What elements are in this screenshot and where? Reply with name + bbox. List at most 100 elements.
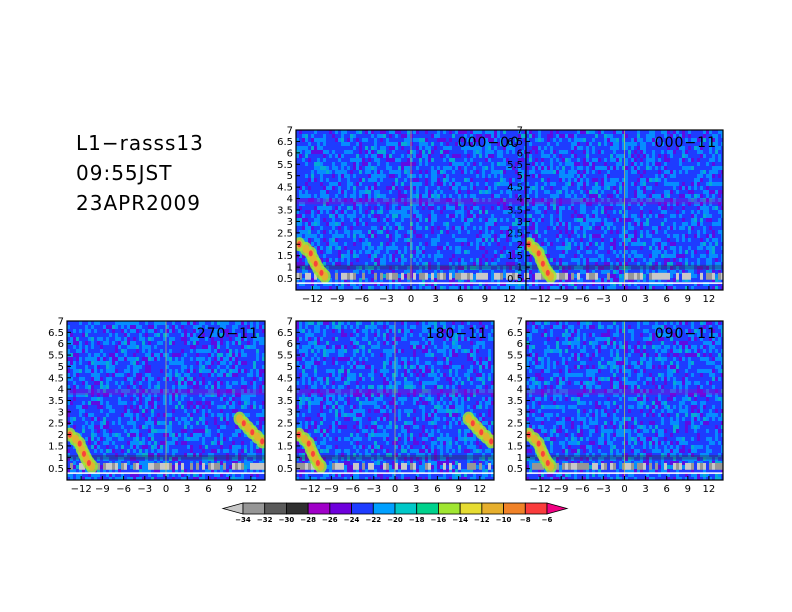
noise-cell	[562, 150, 565, 154]
noise-cell	[232, 389, 235, 393]
noise-cell	[401, 146, 404, 150]
noise-cell	[634, 230, 637, 234]
noise-cell	[568, 282, 571, 286]
noise-cell	[658, 170, 661, 174]
noise-cell	[85, 385, 88, 389]
noise-cell	[259, 413, 262, 417]
ground-clutter	[217, 462, 220, 470]
noise-cell	[374, 250, 377, 254]
noise-cell	[500, 282, 503, 286]
noise-cell	[529, 234, 532, 238]
noise-cell	[139, 377, 142, 381]
noise-cell	[374, 198, 377, 202]
noise-cell	[187, 381, 190, 385]
noise-cell	[374, 258, 377, 262]
noise-cell	[649, 282, 652, 286]
noise-cell	[196, 409, 199, 413]
noise-cell	[323, 142, 326, 146]
noise-cell	[631, 242, 634, 246]
noise-cell	[401, 198, 404, 202]
ground-clutter	[479, 272, 482, 280]
noise-cell	[658, 278, 661, 282]
noise-cell	[464, 286, 467, 290]
noise-cell	[431, 222, 434, 226]
noise-cell	[601, 222, 604, 226]
noise-cell	[187, 321, 190, 325]
noise-cell	[332, 321, 335, 325]
noise-cell	[652, 130, 655, 134]
noise-cell	[577, 170, 580, 174]
noise-cell	[488, 218, 491, 222]
noise-cell	[341, 365, 344, 369]
noise-cell	[79, 349, 82, 353]
noise-cell	[97, 321, 100, 325]
noise-cell	[100, 377, 103, 381]
noise-cell	[199, 473, 202, 477]
noise-cell	[568, 158, 571, 162]
noise-cell	[166, 469, 169, 473]
ground-clutter	[157, 462, 160, 470]
noise-cell	[643, 214, 646, 218]
heatmap-field	[296, 321, 494, 480]
noise-cell	[652, 278, 655, 282]
noise-cell	[344, 349, 347, 353]
noise-cell	[190, 413, 193, 417]
noise-cell	[476, 349, 479, 353]
noise-cell	[392, 329, 395, 333]
noise-cell	[703, 206, 706, 210]
noise-cell	[440, 182, 443, 186]
noise-cell	[148, 421, 151, 425]
noise-cell	[422, 365, 425, 369]
noise-cell	[485, 238, 488, 242]
noise-cell	[172, 341, 175, 345]
noise-cell	[434, 190, 437, 194]
noise-cell	[503, 226, 506, 230]
noise-cell	[362, 282, 365, 286]
noise-cell	[115, 361, 118, 365]
noise-cell	[308, 178, 311, 182]
noise-cell	[709, 262, 712, 266]
noise-cell	[532, 274, 535, 278]
noise-cell	[347, 250, 350, 254]
ground-clutter	[121, 462, 124, 470]
noise-cell	[371, 226, 374, 230]
noise-cell	[329, 214, 332, 218]
noise-cell	[299, 365, 302, 369]
noise-cell	[565, 270, 568, 274]
noise-cell	[416, 357, 419, 361]
noise-cell	[302, 329, 305, 333]
noise-cell	[416, 182, 419, 186]
noise-cell	[374, 345, 377, 349]
ground-clutter	[586, 272, 589, 280]
noise-cell	[305, 194, 308, 198]
noise-cell	[335, 278, 338, 282]
noise-cell	[571, 142, 574, 146]
noise-cell	[574, 146, 577, 150]
noise-cell	[697, 202, 700, 206]
noise-cell	[395, 266, 398, 270]
noise-cell	[238, 445, 241, 449]
noise-cell	[136, 369, 139, 373]
noise-cell	[217, 429, 220, 433]
noise-cell	[250, 473, 253, 477]
noise-cell	[145, 345, 148, 349]
noise-cell	[371, 218, 374, 222]
noise-cell	[118, 469, 121, 473]
noise-cell	[332, 357, 335, 361]
noise-cell	[133, 445, 136, 449]
noise-cell	[526, 262, 529, 266]
noise-cell	[506, 286, 509, 290]
noise-cell	[85, 477, 88, 480]
noise-cell	[515, 238, 518, 242]
noise-cell	[616, 258, 619, 262]
noise-cell	[401, 166, 404, 170]
noise-cell	[431, 178, 434, 182]
noise-cell	[106, 449, 109, 453]
noise-cell	[407, 286, 410, 290]
noise-cell	[449, 198, 452, 202]
noise-cell	[112, 409, 115, 413]
noise-cell	[365, 154, 368, 158]
noise-cell	[425, 282, 428, 286]
noise-cell	[559, 258, 562, 262]
noise-cell	[97, 469, 100, 473]
